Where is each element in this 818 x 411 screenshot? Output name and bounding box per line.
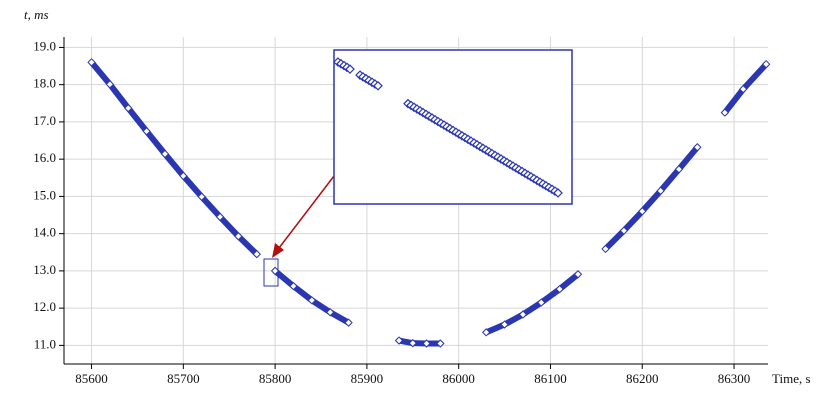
inset — [333, 49, 573, 205]
x-tick-label: 86100 — [534, 371, 567, 386]
marker — [601, 244, 610, 254]
y-tick-label: 17.0 — [33, 113, 56, 128]
marker — [325, 308, 335, 317]
marker — [436, 339, 445, 348]
y-tick-label: 12.0 — [33, 299, 56, 314]
marker — [739, 84, 748, 94]
zoom-box — [263, 258, 279, 287]
plot — [87, 58, 771, 348]
marker — [537, 298, 546, 307]
marker — [518, 310, 528, 319]
marker — [422, 339, 431, 348]
marker — [555, 284, 564, 294]
marker — [344, 318, 353, 327]
x-axis-label: Time, s — [772, 371, 811, 386]
y-tick-label: 19.0 — [33, 38, 56, 53]
marker — [289, 281, 298, 291]
y-axis-label: t, ms — [24, 7, 49, 22]
zoom-arrow — [278, 175, 335, 249]
marker — [234, 232, 243, 241]
marker — [142, 127, 151, 136]
marker — [87, 58, 96, 67]
inset-marker — [373, 80, 383, 91]
marker — [674, 165, 684, 174]
marker — [252, 249, 261, 259]
x-tick-label: 85900 — [351, 371, 384, 386]
marker — [270, 266, 280, 276]
marker — [638, 207, 647, 216]
marker — [160, 149, 170, 159]
marker — [573, 270, 583, 279]
marker — [215, 212, 225, 222]
marker — [105, 80, 115, 89]
x-tick-label: 86000 — [442, 371, 475, 386]
marker — [693, 143, 702, 152]
marker — [482, 328, 491, 337]
x-tick-label: 85800 — [259, 371, 292, 386]
marker — [197, 192, 206, 201]
inset-marker — [553, 188, 563, 198]
x-tick-label: 86300 — [718, 371, 751, 386]
y-tick-label: 14.0 — [33, 225, 56, 240]
marker — [761, 59, 771, 69]
inset-markers — [333, 57, 563, 198]
x-tick-label: 85700 — [167, 371, 200, 386]
marker — [394, 336, 404, 345]
marker — [619, 226, 629, 235]
x-tick-label: 85600 — [75, 371, 108, 386]
marker — [656, 186, 665, 196]
marker — [179, 171, 188, 181]
y-tick-label: 13.0 — [33, 262, 56, 277]
arrow-head — [272, 243, 284, 258]
y-tick-label: 18.0 — [33, 76, 56, 91]
marker — [500, 320, 509, 329]
marker — [408, 338, 417, 348]
marker — [307, 296, 317, 305]
y-tick-label: 15.0 — [33, 187, 56, 202]
inset-marker — [345, 64, 355, 74]
marker — [720, 108, 730, 117]
marker — [124, 103, 133, 113]
y-tick-label: 16.0 — [33, 150, 56, 165]
y-tick-label: 11.0 — [34, 336, 56, 351]
x-tick-label: 86200 — [626, 371, 659, 386]
